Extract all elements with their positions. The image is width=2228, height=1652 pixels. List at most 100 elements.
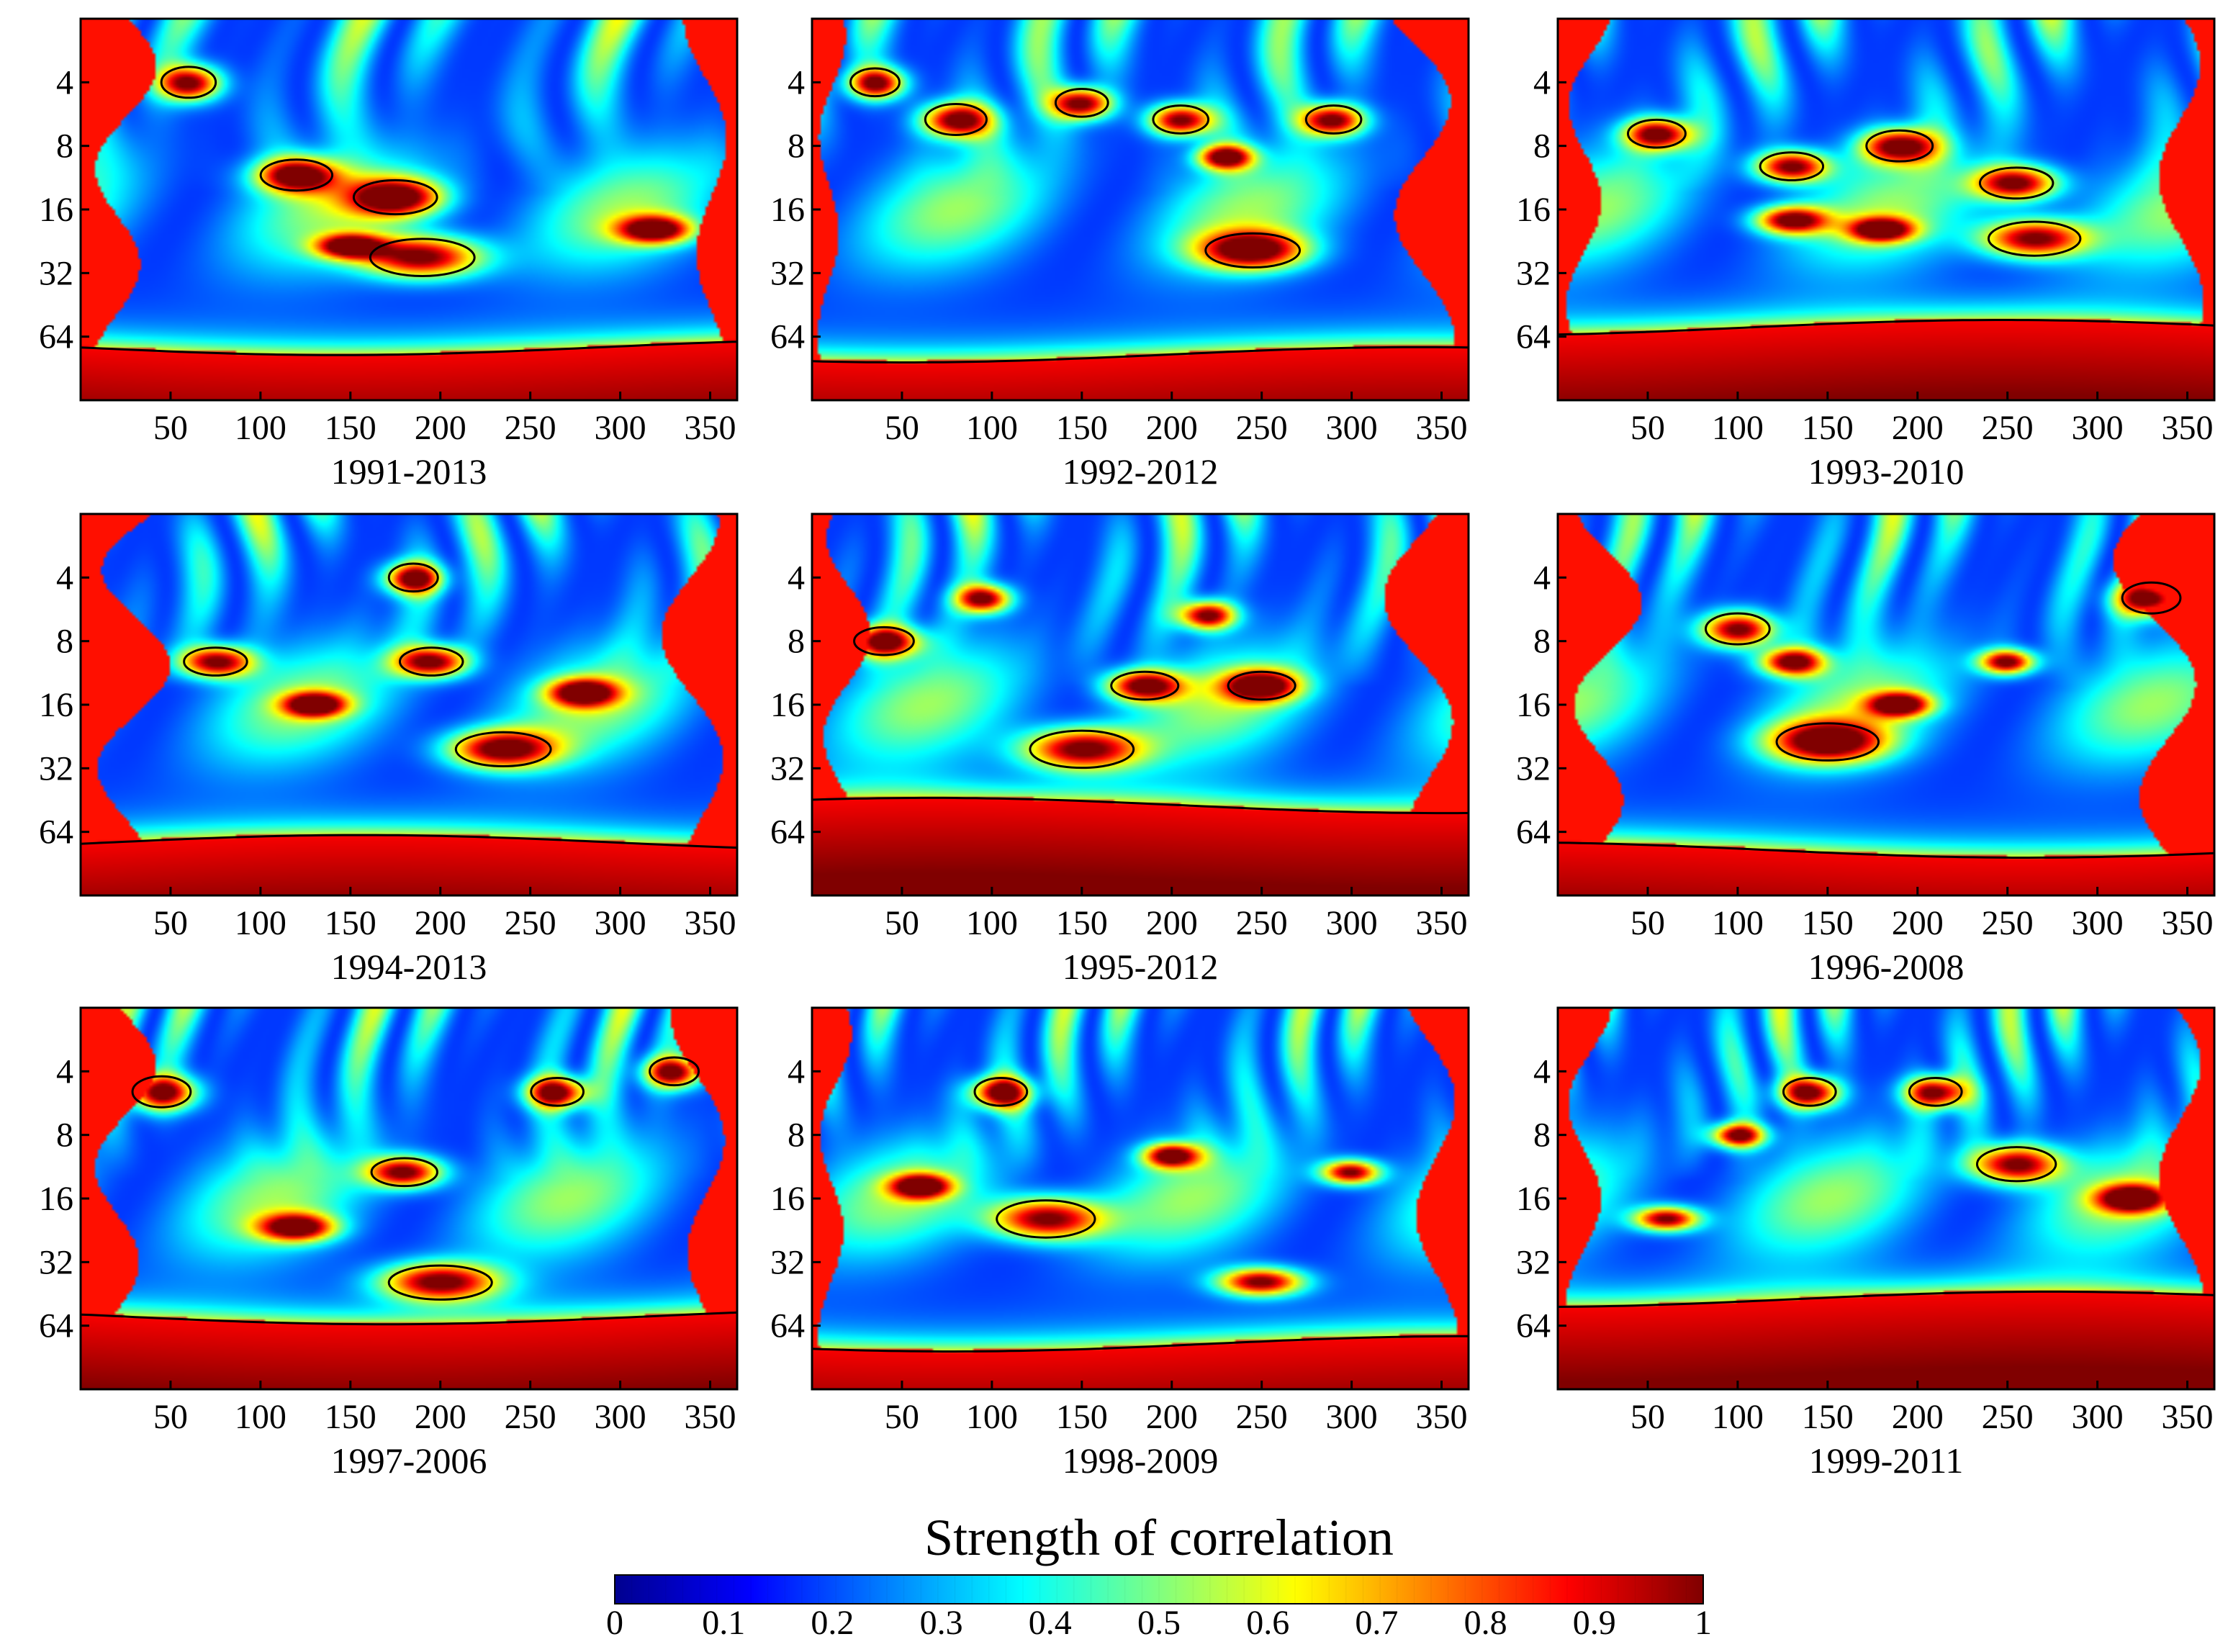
x-tick-label: 250	[1236, 409, 1288, 447]
colorbar: Strength of correlation 0 0.1 0.2 0.3 0.4 0.5 0…	[606, 1509, 1712, 1642]
x-tick-label: 50	[1631, 904, 1665, 942]
coherence-heatmap	[81, 514, 737, 895]
significance-contour	[1978, 166, 2055, 200]
x-tick-label: 300	[2072, 904, 2124, 942]
x-tick-label: 150	[325, 409, 376, 447]
x-tick-label: 300	[2072, 1398, 2124, 1436]
colorbar-tick-label: 0.8	[1464, 1604, 1507, 1642]
significance-contour	[1782, 1076, 1837, 1107]
colorbar-tick-label: 0.6	[1246, 1604, 1289, 1642]
x-tick-label: 250	[1236, 1398, 1288, 1436]
y-tick-label: 8	[788, 127, 805, 166]
x-tick-label: 200	[1146, 1398, 1198, 1436]
significance-contour	[80, 340, 738, 356]
x-tick-label: 100	[966, 904, 1018, 942]
y-tick-label: 32	[39, 749, 73, 787]
significance-contour	[1759, 151, 1825, 181]
panel-label: 1996-2008	[1808, 947, 1965, 987]
coherence-heatmap	[812, 514, 1469, 895]
significance-contour	[1152, 104, 1210, 135]
y-tick-label: 16	[770, 191, 805, 229]
x-tick-label: 50	[153, 409, 188, 447]
significance-contour	[1865, 129, 1934, 163]
y-tick-label: 8	[788, 1116, 805, 1155]
x-tick-label: 250	[1982, 409, 2034, 447]
significance-contour	[1110, 670, 1180, 701]
y-tick-label: 64	[1516, 318, 1551, 356]
significance-contour	[996, 1199, 1096, 1239]
y-tick-label: 4	[56, 63, 73, 101]
panel: 4 8 16 32 64 50 100 150 200 250 300 350 1995-2012	[770, 513, 1470, 987]
x-tick-label: 350	[685, 904, 736, 942]
x-tick-label: 150	[1802, 904, 1854, 942]
significance-contour	[1775, 722, 1880, 762]
x-tick-label: 350	[685, 409, 736, 447]
x-tick-label: 150	[1056, 1398, 1108, 1436]
panel: 4 8 16 32 64 50 100 150 200 250 300 350 1996-2008	[1516, 513, 2216, 987]
y-tick-label: 32	[1516, 749, 1551, 787]
y-tick-label: 4	[1533, 1052, 1551, 1091]
significance-contour	[352, 179, 438, 216]
significance-contour	[853, 626, 915, 656]
x-tick-label: 200	[1892, 1398, 1944, 1436]
significance-contour	[387, 562, 439, 593]
colorbar-tick-label: 0.5	[1137, 1604, 1181, 1642]
y-tick-label: 32	[770, 749, 805, 787]
y-tick-label: 64	[39, 318, 73, 356]
x-tick-label: 300	[1326, 409, 1378, 447]
x-tick-label: 250	[1982, 904, 2034, 942]
x-tick-label: 250	[505, 904, 556, 942]
x-tick-label: 50	[153, 1398, 188, 1436]
colorbar-tick-label: 0.7	[1355, 1604, 1398, 1642]
x-tick-label: 50	[885, 904, 919, 942]
x-tick-label: 150	[325, 1398, 376, 1436]
y-tick-label: 32	[770, 1243, 805, 1281]
coherence-heatmap	[81, 1008, 737, 1389]
y-tick-label: 32	[770, 254, 805, 292]
significance-contour	[387, 1264, 493, 1301]
x-tick-label: 200	[415, 409, 466, 447]
significance-contour	[649, 1056, 700, 1087]
y-tick-label: 16	[1516, 191, 1551, 229]
x-tick-label: 50	[1631, 1398, 1665, 1436]
x-tick-label: 150	[1056, 409, 1108, 447]
significance-contour	[811, 346, 1469, 364]
x-tick-label: 300	[595, 904, 646, 942]
x-tick-label: 200	[1146, 904, 1198, 942]
significance-contour	[131, 1075, 192, 1109]
significance-contour	[80, 1311, 738, 1326]
x-tick-label: 100	[1712, 409, 1764, 447]
x-tick-label: 200	[415, 1398, 466, 1436]
x-tick-label: 300	[595, 409, 646, 447]
coherence-heatmap	[1558, 1008, 2214, 1389]
y-tick-label: 64	[770, 318, 805, 356]
significance-contour	[2121, 581, 2182, 615]
x-tick-label: 150	[325, 904, 376, 942]
x-tick-label: 150	[1802, 1398, 1854, 1436]
coherence-heatmap	[1558, 19, 2214, 400]
y-tick-label: 64	[770, 1307, 805, 1345]
x-tick-label: 50	[885, 1398, 919, 1436]
x-tick-label: 100	[235, 1398, 287, 1436]
x-tick-label: 350	[1416, 904, 1468, 942]
significance-contour	[160, 66, 217, 99]
significance-contour	[1204, 232, 1302, 268]
x-tick-label: 100	[966, 409, 1018, 447]
significance-contour	[1304, 104, 1363, 135]
significance-contour	[1029, 729, 1135, 769]
significance-contour	[1054, 87, 1109, 118]
y-tick-label: 4	[788, 1052, 805, 1091]
x-tick-label: 300	[1326, 1398, 1378, 1436]
x-tick-label: 200	[415, 904, 466, 942]
colorbar-frame	[614, 1574, 1704, 1604]
y-tick-label: 64	[1516, 813, 1551, 852]
x-tick-label: 350	[685, 1398, 736, 1436]
significance-contour	[811, 1335, 1469, 1353]
y-tick-label: 16	[770, 1180, 805, 1218]
panel-label: 1994-2013	[331, 947, 487, 987]
y-tick-label: 8	[56, 623, 73, 661]
y-tick-label: 32	[1516, 254, 1551, 292]
x-tick-label: 250	[505, 1398, 556, 1436]
colorbar-gradient	[615, 1575, 1703, 1604]
